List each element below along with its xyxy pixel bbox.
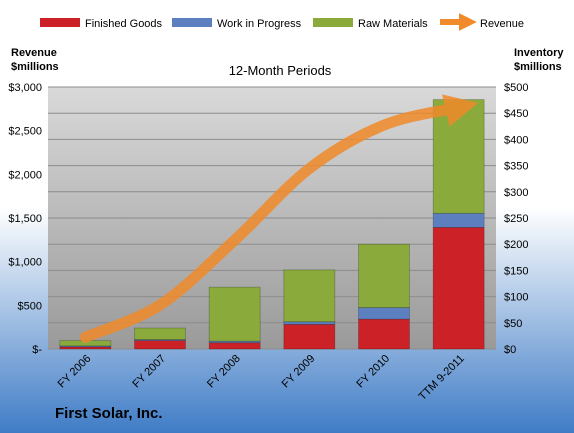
right-tick-label: $0 [504,344,516,356]
right-tick-label: $350 [504,161,528,173]
bar-work-in-progress [358,307,410,320]
bar-raw-materials [208,286,261,342]
revenue-line-path [79,94,478,343]
bar-finished-goods [358,318,410,350]
right-tick-label: $450 [504,108,528,120]
gridlines [48,86,496,350]
right-tick-label: $50 [504,318,522,330]
legend-swatch-raw-materials [313,18,353,27]
right-tick-label: $300 [504,187,528,199]
right-tick-label: $200 [504,239,528,251]
legend-label-work-in-progress: Work in Progress [217,18,302,30]
legend-swatch-finished-goods [40,18,80,27]
bar-finished-goods [283,323,336,350]
bar-raw-materials [432,99,485,214]
right-tick-label: $100 [504,292,528,304]
legend-label-raw-materials: Raw Materials [358,18,428,30]
left-tick-label: $2,000 [8,169,42,181]
bar-raw-materials [283,269,336,323]
revenue-line [79,94,478,343]
chart-subtitle: 12-Month Periods [229,63,332,78]
legend-label-finished-goods: Finished Goods [85,18,163,30]
right-axis-label-line1: Inventory [514,47,564,59]
left-axis-label-line1: Revenue [11,47,57,59]
bar-finished-goods [208,342,261,350]
legend-swatch-work-in-progress [172,18,212,27]
bar-finished-goods [134,340,186,350]
left-tick-label: $1,000 [8,257,42,269]
left-tick-label: $2,500 [8,126,42,138]
company-name: First Solar, Inc. [55,405,163,422]
bar-finished-goods [432,227,485,350]
bar-work-in-progress [432,212,485,228]
left-tick-label: $3,000 [8,82,42,94]
right-axis-label-line2: $millions [514,61,562,73]
left-tick-label: $500 [18,300,42,312]
left-tick-label: $1,500 [8,213,42,225]
right-tick-label: $150 [504,265,528,277]
right-tick-label: $250 [504,213,528,225]
left-axis-label-line2: $millions [11,61,59,73]
bar-raw-materials [134,327,186,340]
right-tick-label: $500 [504,82,528,94]
legend-label-revenue: Revenue [480,18,524,30]
legend: Finished Goods Work in Progress Raw Mate… [40,13,524,31]
bar-raw-materials [358,243,410,309]
right-axis-ticks: $0 $50 $100 $150 $200 $250 $300 $350 $400 $450 $50… [504,82,528,356]
right-tick-label: $400 [504,134,528,146]
left-tick-label: $- [32,344,42,356]
left-axis-ticks: $- $500 $1,000 $1,500 $2,000 $2,500 $3,000 [8,82,42,356]
